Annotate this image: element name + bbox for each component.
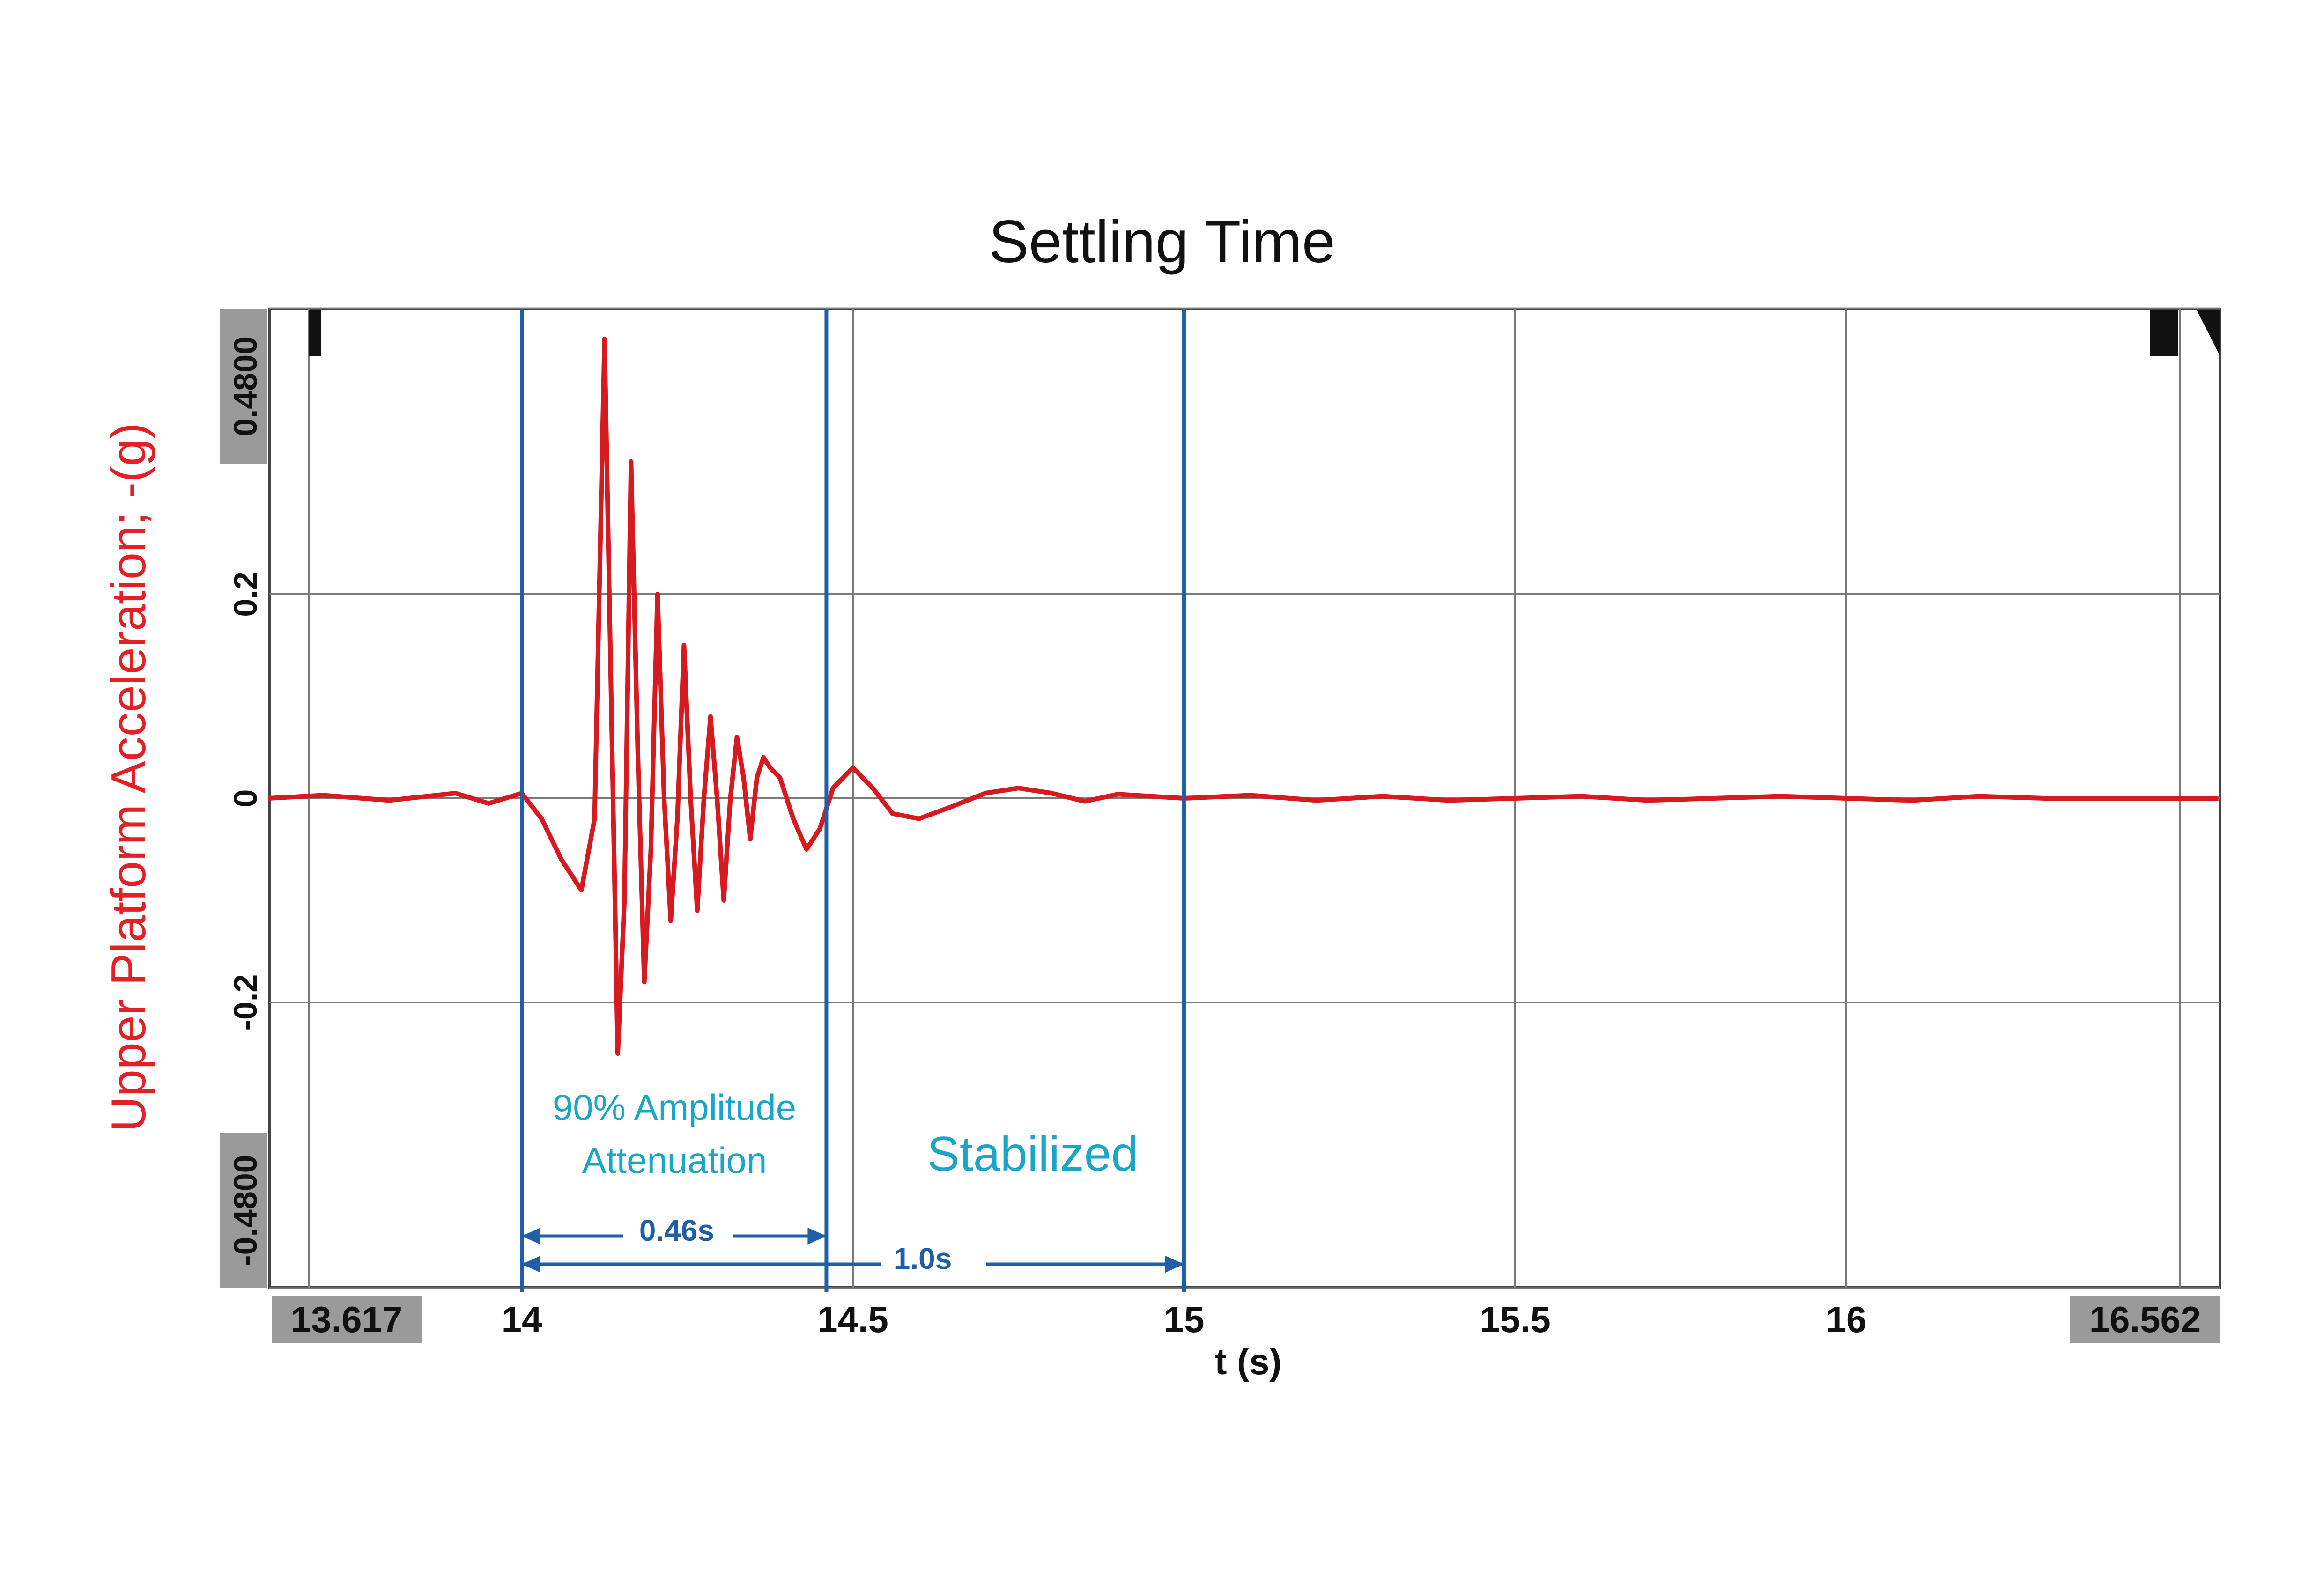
dim-arrow-short: [522, 1228, 827, 1245]
stabilized-label: Stabilized: [927, 1127, 1139, 1181]
y-tick-box-0.4800: [220, 309, 267, 464]
x-axis-label: t (s): [1215, 1341, 1282, 1382]
x-ticks: 14 14.5 15 15.5 16: [502, 1299, 1867, 1340]
annotations: 90% Amplitude Attenuation Stabilized 0.4…: [522, 1087, 1184, 1275]
dim-arrow-short-head-right: [807, 1228, 827, 1245]
left-cursor-handle[interactable]: [309, 310, 321, 356]
x-start-label-box: [272, 1296, 422, 1343]
dimension-label-0-46s: 0.46s: [639, 1214, 714, 1247]
x-tick-label-14: 14: [502, 1299, 542, 1340]
attenuation-label-line1: 90% Amplitude: [553, 1087, 796, 1128]
dim-arrow-short-head-left: [522, 1228, 540, 1245]
y-tick-group--0.2: -0.2: [227, 974, 264, 1031]
y-ticks: 0.4800 0.2 0 -0.2 -0.4800: [220, 309, 267, 1288]
y-tick-group-0: 0: [227, 789, 264, 808]
y-tick-label--0.4800: -0.4800: [227, 1155, 264, 1266]
y-tick-group--0.4800: -0.4800: [220, 1133, 267, 1288]
y-tick-label-0: 0: [227, 789, 264, 808]
acceleration-series-line: [268, 337, 2219, 1056]
chart-title: Settling Time: [989, 208, 1335, 275]
cursor-handles: [309, 310, 2220, 356]
x-end-label-box: [2070, 1296, 2220, 1343]
time-markers: [520, 309, 1186, 1292]
attenuation-label-line2: Attenuation: [582, 1140, 767, 1181]
plot-area: 0.4800 0.2 0 -0.2 -0.4800 14 14.5 15 15.5 16: [220, 307, 2221, 1340]
x-tick-label-15: 15: [1164, 1299, 1205, 1340]
corner-marker: [2197, 310, 2220, 356]
dim-arrow-long-head-left: [522, 1256, 540, 1273]
y-tick-box--0.4800: [220, 1133, 267, 1288]
x-range-labels: 13.617 16.562: [272, 1296, 2220, 1343]
y-tick-label--0.2: -0.2: [227, 974, 264, 1031]
x-end-label: 16.562: [2089, 1299, 2201, 1340]
y-tick-group-0.2: 0.2: [227, 571, 264, 617]
dim-arrow-long: [522, 1256, 1184, 1273]
x-tick-label-16: 16: [1826, 1299, 1867, 1340]
dimension-arrows: [522, 1228, 1184, 1273]
y-axis-label: Upper Platform Acceleration; -(g): [102, 423, 156, 1132]
x-tick-label-14.5: 14.5: [817, 1299, 888, 1340]
y-tick-label-0.2: 0.2: [227, 571, 264, 617]
dim-arrow-long-head-right: [1165, 1256, 1184, 1273]
y-tick-group-0.4800: 0.4800: [220, 309, 267, 464]
x-start-label: 13.617: [291, 1299, 403, 1340]
right-cursor-handle[interactable]: [2150, 310, 2178, 356]
x-tick-label-15.5: 15.5: [1480, 1299, 1551, 1340]
dimension-label-1-0s: 1.0s: [894, 1242, 952, 1275]
y-tick-label-0.4800: 0.4800: [227, 336, 264, 436]
